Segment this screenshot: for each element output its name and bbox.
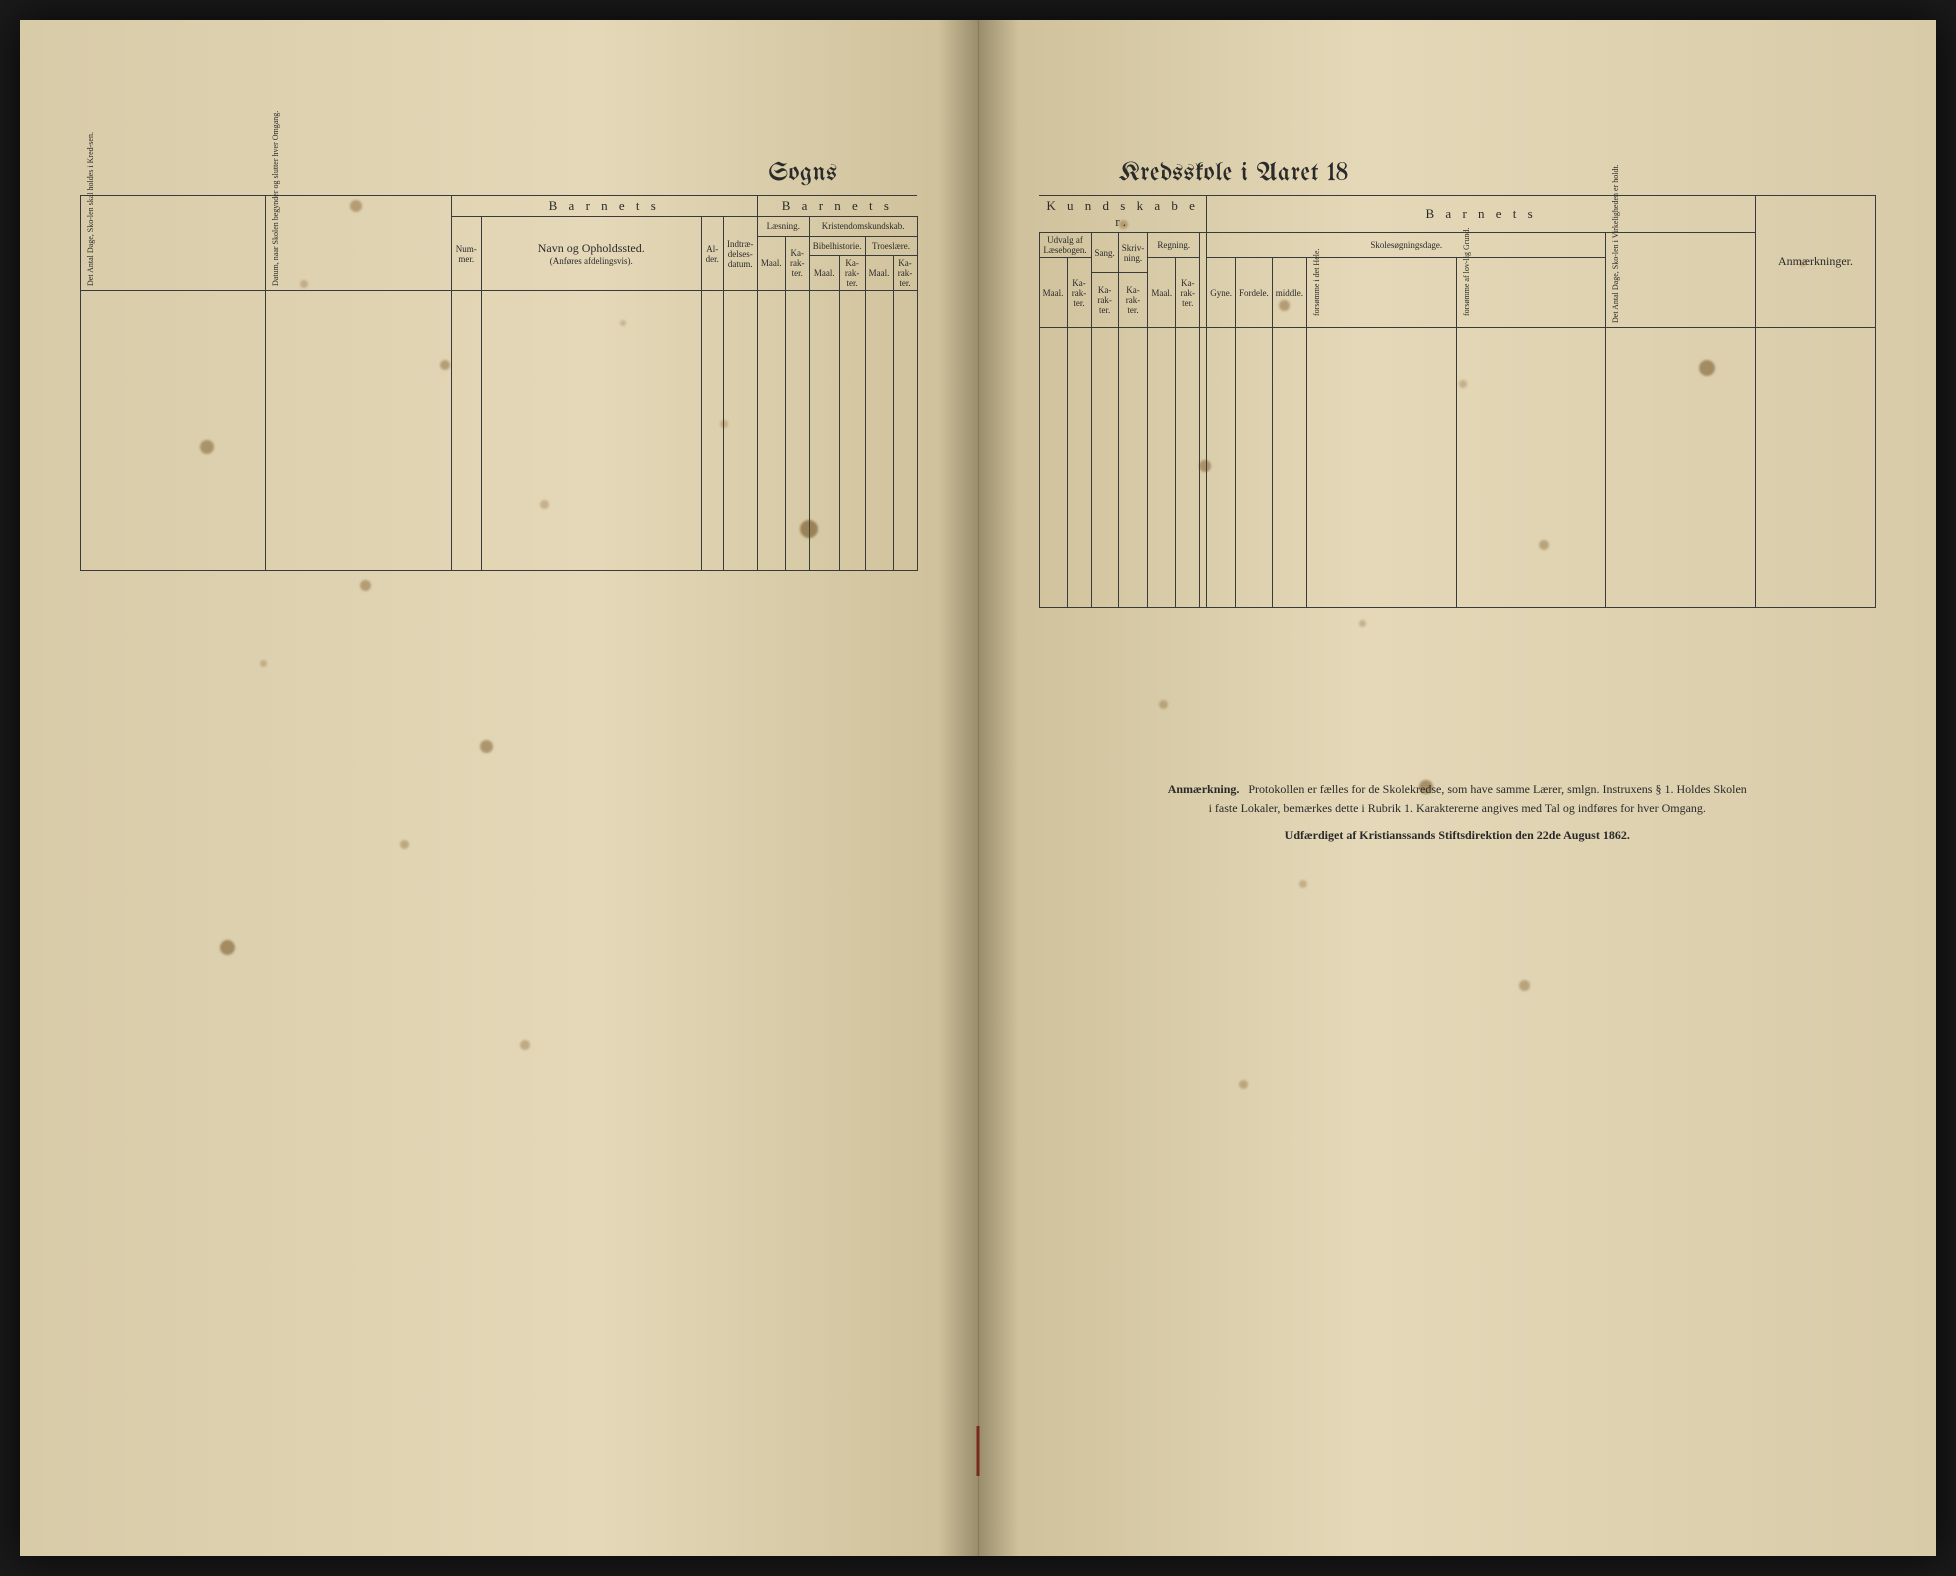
footer-label: Anmærkning. <box>1168 782 1240 796</box>
col-maal-r1: Maal. <box>1039 258 1067 328</box>
title-right: Kredsskole i Aaret 18 <box>1039 160 1877 187</box>
left-content: Sogns Det Antal Dage, Sko-len skal holde… <box>20 160 978 571</box>
col-header-troes: Troeslære. <box>865 236 917 256</box>
col-kar-r1: Ka-rak-ter. <box>1067 258 1091 328</box>
col-header-kristendom: Kristendomskundskab. <box>809 217 917 237</box>
empty-row-right <box>1039 328 1876 608</box>
col-header-indtraed: Indtræ-delses-datum. <box>723 217 757 291</box>
section-barnets-left: B a r n e t s <box>451 196 757 217</box>
right-page: Kredsskole i Aaret 18 K u n d s k a b e … <box>979 20 1937 1556</box>
col-header-sang: Sang. <box>1091 233 1118 273</box>
footer-issued: Udfærdiget af Kristianssands Stiftsdirek… <box>1039 826 1877 845</box>
section-kundskaber-cont: K u n d s k a b e r. <box>1039 196 1207 233</box>
footer-text2: i faste Lokaler, bemærkes dette i Rubrik… <box>1039 799 1877 818</box>
spine-tear <box>977 1426 980 1476</box>
col-kar-1: Ka-rak-ter. <box>785 236 809 291</box>
col-forsom1: forsømme i det Hele. <box>1310 268 1323 318</box>
col-kar-r2: Ka-rak-ter. <box>1176 258 1200 328</box>
col-header-udvalg: Udvalg af Læsebogen. <box>1039 233 1091 258</box>
col-middle: middle. <box>1272 258 1306 328</box>
empty-row-left <box>81 291 918 571</box>
right-content: Kredsskole i Aaret 18 K u n d s k a b e … <box>979 160 1937 608</box>
col-header-antal-holdt: Det Antal Dage, Sko-len i Virkeligheden … <box>1609 235 1622 325</box>
col-kar-2: Ka-rak-ter. <box>839 256 865 291</box>
col-maal-2: Maal. <box>809 256 839 291</box>
section-barnets-right: B a r n e t s <box>1207 196 1756 233</box>
col-kar-3: Ka-rak-ter. <box>893 256 917 291</box>
title-left: Sogns <box>80 160 918 187</box>
divider-col <box>1200 233 1207 328</box>
col-kar-sang: Ka-rak-ter. <box>1091 273 1118 328</box>
ledger-table-left: Det Antal Dage, Sko-len skal holdes i Kr… <box>80 195 918 571</box>
col-header-navn: Navn og Opholdssted. <box>485 241 698 256</box>
col-header-alder: Al-der. <box>701 217 723 291</box>
col-header-antal-dage: Det Antal Dage, Sko-len skal holdes i Kr… <box>84 198 97 288</box>
section-kundskaber-partial: B a r n e t s <box>757 196 917 217</box>
col-maal-r2: Maal. <box>1148 258 1176 328</box>
col-header-skolesogning: Skolesøgningsdage. <box>1207 233 1606 258</box>
col-header-skriv: Skriv-ning. <box>1118 233 1148 273</box>
ledger-table-right: K u n d s k a b e r. B a r n e t s Anmær… <box>1039 195 1877 608</box>
footer-text1: Protokollen er fælles for de Skolekredse… <box>1248 782 1746 796</box>
col-fordele: Fordele. <box>1236 258 1273 328</box>
book-spread: Sogns Det Antal Dage, Sko-len skal holde… <box>20 20 1936 1556</box>
col-header-navn-sub: (Anføres afdelingsvis). <box>485 256 698 266</box>
col-gyne: Gyne. <box>1207 258 1236 328</box>
col-header-nummer: Num-mer. <box>451 217 481 291</box>
col-forsom2: forsømme af lov-lig Grund. <box>1460 268 1473 318</box>
col-header-regning: Regning. <box>1148 233 1200 258</box>
col-header-bibel: Bibelhistorie. <box>809 236 865 256</box>
col-header-datum: Datum, naar Skolen begynder og slutter h… <box>269 198 282 288</box>
footer-notes: Anmærkning. Protokollen er fælles for de… <box>1039 780 1877 846</box>
col-header-anmerk: Anmærkninger. <box>1756 196 1876 328</box>
col-maal-1: Maal. <box>757 236 785 291</box>
col-kar-skriv: Ka-rak-ter. <box>1118 273 1148 328</box>
col-maal-3: Maal. <box>865 256 893 291</box>
col-header-laesning: Læsning. <box>757 217 809 237</box>
left-page: Sogns Det Antal Dage, Sko-len skal holde… <box>20 20 979 1556</box>
